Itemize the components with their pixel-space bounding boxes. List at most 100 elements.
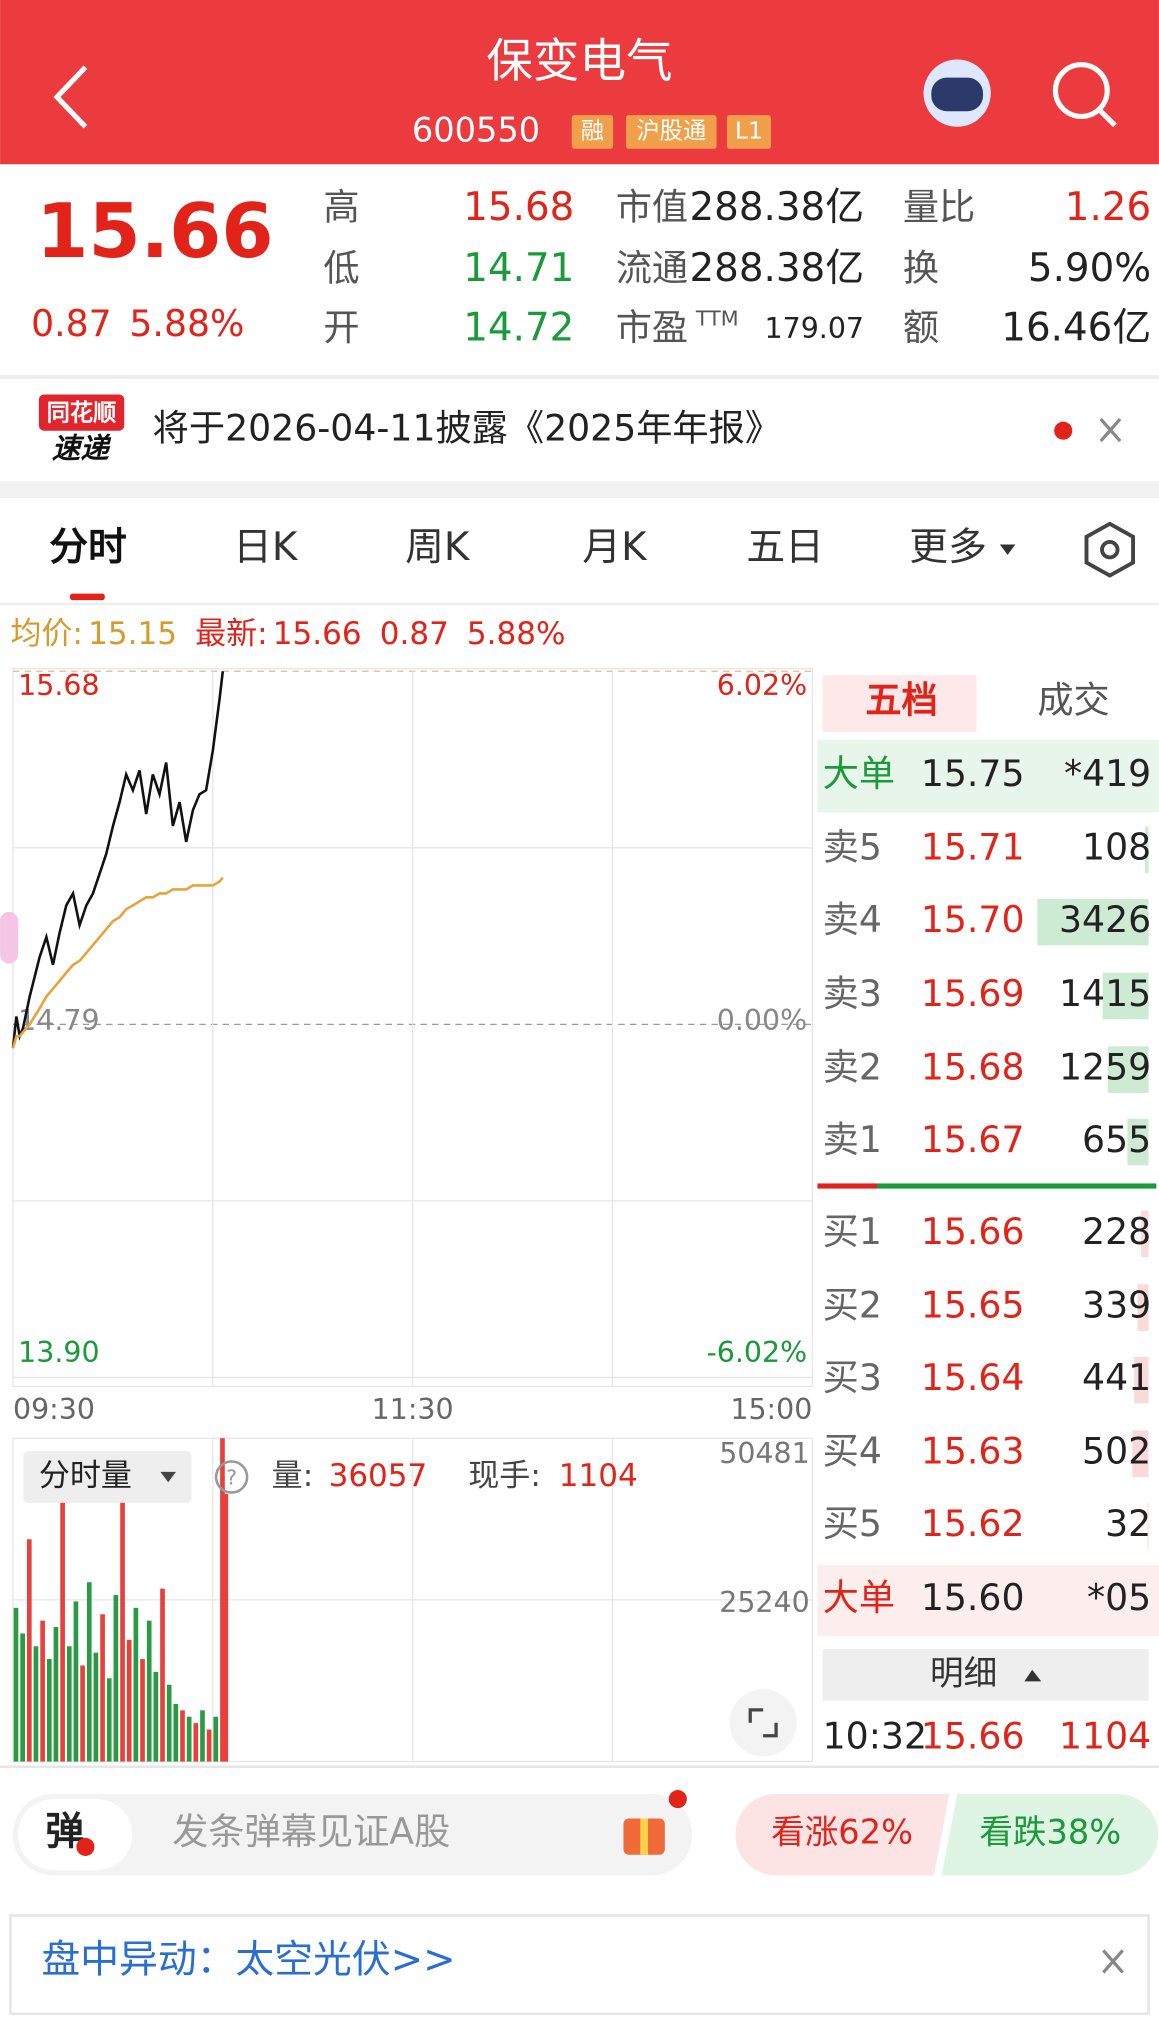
tab[interactable]: 成交	[1037, 678, 1109, 721]
row-volume: 3426	[1059, 898, 1151, 941]
volume-bar	[160, 1588, 165, 1762]
volume-bar	[223, 1493, 229, 1762]
stat-value: 16.46亿	[1001, 305, 1151, 350]
row-price: 15.69	[921, 972, 1025, 1015]
tab[interactable]: 五档	[865, 678, 937, 721]
stat-label: 高	[323, 186, 359, 229]
tab[interactable]: 日K	[233, 525, 299, 570]
fullscreen-icon	[748, 1708, 778, 1738]
row-price: 15.67	[921, 1118, 1025, 1161]
volume-bar	[53, 1627, 59, 1762]
selector-arrow	[160, 1471, 176, 1483]
stat-value: 5.90%	[1028, 246, 1151, 291]
more-arrow	[999, 544, 1016, 555]
selector-text: 分时量	[39, 1458, 132, 1494]
row-label: 大单	[823, 1576, 895, 1619]
search-icon[interactable]	[1052, 62, 1110, 119]
volume-bar	[186, 1716, 192, 1762]
row-label: 卖5	[823, 826, 882, 869]
row-label: 买5	[823, 1502, 882, 1545]
stat-label: 市盈	[616, 306, 688, 349]
row-price: 15.65	[921, 1284, 1025, 1327]
detail-bar[interactable]	[822, 1649, 1149, 1701]
depth-bar	[1127, 1118, 1149, 1166]
bear-button[interactable]	[941, 1793, 1159, 1876]
tab[interactable]: 周K	[405, 525, 471, 570]
help-icon[interactable]	[214, 1460, 249, 1494]
row-price: 15.66	[921, 1210, 1025, 1253]
row-volume: 1259	[1059, 1046, 1151, 1089]
search-handle	[1097, 108, 1117, 128]
tab[interactable]: 五日	[746, 525, 824, 570]
y-tick-label: 13.90	[18, 1336, 99, 1369]
info-text: 均价:	[10, 616, 83, 652]
row-price: 15.64	[921, 1356, 1025, 1399]
big-order-bg	[817, 739, 1159, 813]
volume-bar	[13, 1607, 19, 1762]
back-button[interactable]	[53, 65, 88, 129]
row-price: 15.60	[921, 1576, 1025, 1619]
depth-bar	[1145, 826, 1149, 874]
row-volume: *05	[1087, 1576, 1151, 1619]
row-label: 大单	[823, 752, 895, 795]
row-price: 15.71	[921, 826, 1025, 869]
hand-value: 1104	[559, 1458, 638, 1494]
price-line	[11, 671, 225, 1049]
stat-label: 开	[323, 306, 359, 349]
row-price: 15.70	[921, 898, 1025, 941]
volume-bar	[193, 1723, 199, 1762]
settings-icon[interactable]	[1084, 521, 1136, 578]
tab[interactable]: 分时	[49, 525, 127, 570]
volume-bar	[133, 1607, 139, 1762]
close-button[interactable]	[1102, 1949, 1124, 1974]
info-text: 最新:	[195, 616, 268, 652]
stat-label: 流通	[616, 246, 688, 289]
row-label: 卖3	[823, 972, 882, 1015]
volume-bar	[86, 1582, 92, 1762]
depth-bar	[1037, 898, 1149, 946]
detail-price: 15.66	[921, 1714, 1025, 1757]
volume-bar	[153, 1671, 159, 1762]
fullscreen-button[interactable]	[729, 1689, 797, 1757]
stock-code: 600550	[412, 110, 540, 149]
row-label: 卖2	[823, 1046, 882, 1089]
last-price: 15.66	[36, 187, 273, 275]
bull-text: 看涨62%	[771, 1812, 913, 1851]
row-price: 15.63	[921, 1430, 1025, 1473]
volume-bar	[106, 1678, 112, 1762]
volume-bar	[180, 1710, 185, 1762]
volume-bar	[173, 1703, 179, 1762]
volume-bar	[26, 1539, 32, 1762]
vol-label: 量:	[272, 1458, 314, 1494]
info-text: 5.88%	[467, 616, 566, 652]
tab[interactable]: 月K	[582, 525, 648, 570]
row-volume: 339	[1082, 1284, 1151, 1327]
bull-button[interactable]	[735, 1793, 950, 1876]
y2-tick-label: 0.00%	[717, 1004, 807, 1037]
depth-bar	[1141, 1210, 1149, 1258]
volume-bar	[93, 1652, 99, 1762]
volume-bar	[140, 1659, 145, 1762]
banner[interactable]	[9, 1914, 1150, 2016]
tab[interactable]: 更多	[909, 525, 987, 570]
volume-bar	[60, 1500, 65, 1762]
stat-value: 288.38亿	[689, 185, 864, 230]
y-tick-label: 15.68	[18, 669, 99, 702]
volume-bar	[66, 1646, 72, 1762]
notice-text: 将于2026-04-11披露《2025年年报》	[153, 407, 781, 450]
close-button[interactable]	[1099, 417, 1122, 443]
stat-value: 14.72	[463, 305, 574, 350]
row-label: 买3	[823, 1356, 882, 1399]
row-label: 卖1	[823, 1118, 882, 1161]
volume-bar	[80, 1665, 85, 1762]
depth-bar	[1137, 1284, 1149, 1331]
volume-bar	[100, 1614, 105, 1762]
detail-arrow	[1024, 1669, 1042, 1682]
volume-bar	[206, 1729, 212, 1762]
gap-band	[0, 481, 1159, 498]
volume-selector[interactable]	[23, 1451, 192, 1503]
vol-value: 36057	[329, 1458, 428, 1494]
volume-bar	[73, 1601, 79, 1762]
danmaku-input[interactable]	[13, 1793, 693, 1876]
